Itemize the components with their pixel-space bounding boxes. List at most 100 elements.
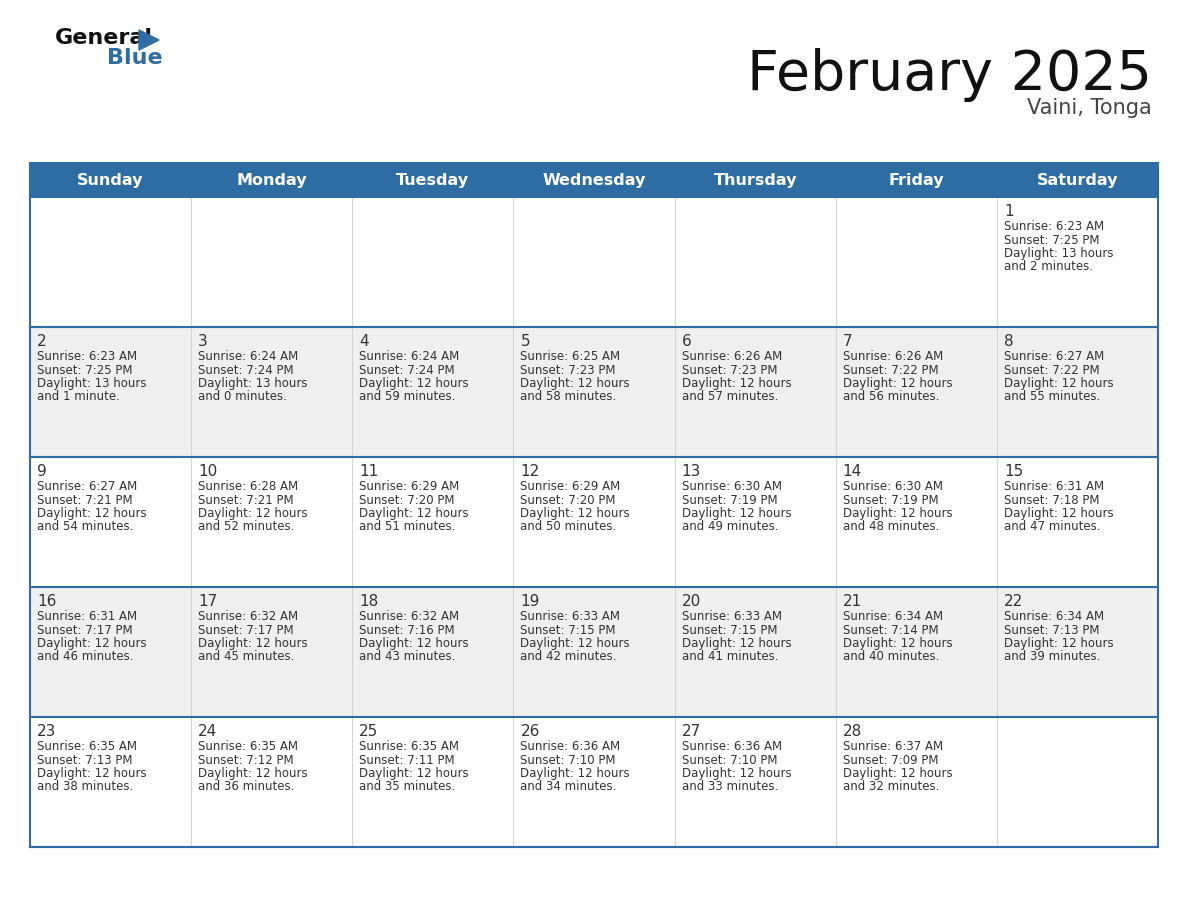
Text: Daylight: 12 hours: Daylight: 12 hours: [198, 637, 308, 650]
Bar: [835, 717, 997, 847]
Text: Sunset: 7:24 PM: Sunset: 7:24 PM: [198, 364, 293, 376]
Text: Sunrise: 6:30 AM: Sunrise: 6:30 AM: [682, 480, 782, 493]
Text: Sunset: 7:17 PM: Sunset: 7:17 PM: [37, 623, 133, 636]
Text: Sunrise: 6:33 AM: Sunrise: 6:33 AM: [682, 610, 782, 623]
Text: Daylight: 12 hours: Daylight: 12 hours: [359, 507, 469, 520]
Text: 16: 16: [37, 594, 56, 609]
Text: and 41 minutes.: and 41 minutes.: [682, 651, 778, 664]
Text: and 50 minutes.: and 50 minutes.: [520, 521, 617, 533]
Text: Daylight: 12 hours: Daylight: 12 hours: [359, 767, 469, 780]
Bar: [675, 327, 835, 457]
Bar: [353, 197, 513, 327]
Bar: [191, 587, 353, 717]
Text: and 52 minutes.: and 52 minutes.: [198, 521, 295, 533]
Text: Daylight: 12 hours: Daylight: 12 hours: [37, 507, 146, 520]
Text: Sunrise: 6:23 AM: Sunrise: 6:23 AM: [37, 350, 137, 363]
Text: Daylight: 12 hours: Daylight: 12 hours: [1004, 637, 1113, 650]
Polygon shape: [139, 30, 159, 50]
Bar: [30, 163, 1158, 197]
Bar: [997, 327, 1158, 457]
Text: 21: 21: [842, 594, 862, 609]
Bar: [30, 197, 191, 327]
Bar: [675, 197, 835, 327]
Text: Sunset: 7:17 PM: Sunset: 7:17 PM: [198, 623, 293, 636]
Bar: [191, 457, 353, 587]
Text: Daylight: 13 hours: Daylight: 13 hours: [198, 377, 308, 390]
Text: Sunrise: 6:24 AM: Sunrise: 6:24 AM: [359, 350, 460, 363]
Text: 28: 28: [842, 724, 862, 739]
Text: Daylight: 12 hours: Daylight: 12 hours: [37, 767, 146, 780]
Text: Saturday: Saturday: [1037, 173, 1118, 187]
Text: 27: 27: [682, 724, 701, 739]
Text: Sunrise: 6:35 AM: Sunrise: 6:35 AM: [198, 740, 298, 753]
Text: Sunrise: 6:33 AM: Sunrise: 6:33 AM: [520, 610, 620, 623]
Text: Sunrise: 6:28 AM: Sunrise: 6:28 AM: [198, 480, 298, 493]
Text: Daylight: 12 hours: Daylight: 12 hours: [682, 377, 791, 390]
Text: Sunset: 7:25 PM: Sunset: 7:25 PM: [1004, 233, 1099, 247]
Text: Sunset: 7:18 PM: Sunset: 7:18 PM: [1004, 494, 1099, 507]
Text: Sunset: 7:13 PM: Sunset: 7:13 PM: [1004, 623, 1099, 636]
Text: Sunrise: 6:23 AM: Sunrise: 6:23 AM: [1004, 220, 1104, 233]
Text: Sunset: 7:25 PM: Sunset: 7:25 PM: [37, 364, 133, 376]
Text: and 46 minutes.: and 46 minutes.: [37, 651, 133, 664]
Text: Sunset: 7:23 PM: Sunset: 7:23 PM: [682, 364, 777, 376]
Text: 11: 11: [359, 464, 379, 479]
Text: and 36 minutes.: and 36 minutes.: [198, 780, 295, 793]
Text: Sunrise: 6:29 AM: Sunrise: 6:29 AM: [359, 480, 460, 493]
Text: Sunset: 7:19 PM: Sunset: 7:19 PM: [682, 494, 777, 507]
Text: and 59 minutes.: and 59 minutes.: [359, 390, 456, 404]
Bar: [997, 717, 1158, 847]
Bar: [353, 587, 513, 717]
Text: Daylight: 12 hours: Daylight: 12 hours: [359, 637, 469, 650]
Bar: [675, 587, 835, 717]
Text: Sunset: 7:22 PM: Sunset: 7:22 PM: [842, 364, 939, 376]
Text: Sunset: 7:21 PM: Sunset: 7:21 PM: [198, 494, 293, 507]
Text: Sunrise: 6:35 AM: Sunrise: 6:35 AM: [359, 740, 460, 753]
Text: Sunset: 7:19 PM: Sunset: 7:19 PM: [842, 494, 939, 507]
Bar: [30, 327, 191, 457]
Text: Sunset: 7:20 PM: Sunset: 7:20 PM: [359, 494, 455, 507]
Text: Sunrise: 6:27 AM: Sunrise: 6:27 AM: [1004, 350, 1104, 363]
Text: Sunset: 7:16 PM: Sunset: 7:16 PM: [359, 623, 455, 636]
Text: and 48 minutes.: and 48 minutes.: [842, 521, 939, 533]
Text: 10: 10: [198, 464, 217, 479]
Text: 2: 2: [37, 334, 46, 349]
Bar: [513, 197, 675, 327]
Text: and 0 minutes.: and 0 minutes.: [198, 390, 287, 404]
Text: Sunset: 7:14 PM: Sunset: 7:14 PM: [842, 623, 939, 636]
Bar: [30, 163, 1158, 847]
Text: 18: 18: [359, 594, 379, 609]
Text: Sunset: 7:12 PM: Sunset: 7:12 PM: [198, 754, 293, 767]
Text: 22: 22: [1004, 594, 1023, 609]
Text: Sunrise: 6:26 AM: Sunrise: 6:26 AM: [842, 350, 943, 363]
Bar: [30, 457, 191, 587]
Bar: [513, 327, 675, 457]
Text: Tuesday: Tuesday: [397, 173, 469, 187]
Bar: [191, 717, 353, 847]
Text: February 2025: February 2025: [747, 48, 1152, 102]
Text: Sunrise: 6:26 AM: Sunrise: 6:26 AM: [682, 350, 782, 363]
Text: Sunset: 7:10 PM: Sunset: 7:10 PM: [520, 754, 615, 767]
Text: Sunset: 7:23 PM: Sunset: 7:23 PM: [520, 364, 615, 376]
Bar: [997, 587, 1158, 717]
Text: 8: 8: [1004, 334, 1013, 349]
Text: and 56 minutes.: and 56 minutes.: [842, 390, 939, 404]
Text: Daylight: 12 hours: Daylight: 12 hours: [520, 507, 630, 520]
Text: Sunrise: 6:35 AM: Sunrise: 6:35 AM: [37, 740, 137, 753]
Text: Daylight: 12 hours: Daylight: 12 hours: [359, 377, 469, 390]
Text: 13: 13: [682, 464, 701, 479]
Text: 4: 4: [359, 334, 369, 349]
Text: Sunrise: 6:30 AM: Sunrise: 6:30 AM: [842, 480, 943, 493]
Text: Daylight: 12 hours: Daylight: 12 hours: [682, 767, 791, 780]
Text: Sunset: 7:15 PM: Sunset: 7:15 PM: [682, 623, 777, 636]
Text: and 39 minutes.: and 39 minutes.: [1004, 651, 1100, 664]
Text: Daylight: 13 hours: Daylight: 13 hours: [37, 377, 146, 390]
Text: Sunrise: 6:29 AM: Sunrise: 6:29 AM: [520, 480, 620, 493]
Text: Sunrise: 6:34 AM: Sunrise: 6:34 AM: [1004, 610, 1104, 623]
Text: and 33 minutes.: and 33 minutes.: [682, 780, 778, 793]
Text: and 32 minutes.: and 32 minutes.: [842, 780, 939, 793]
Text: Sunrise: 6:24 AM: Sunrise: 6:24 AM: [198, 350, 298, 363]
Text: Sunset: 7:20 PM: Sunset: 7:20 PM: [520, 494, 615, 507]
Bar: [30, 717, 191, 847]
Text: 6: 6: [682, 334, 691, 349]
